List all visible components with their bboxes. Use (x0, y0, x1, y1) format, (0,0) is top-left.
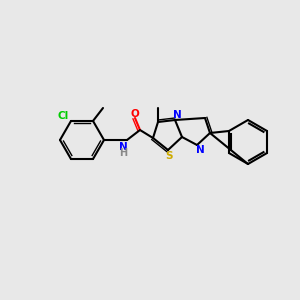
Text: O: O (130, 109, 140, 119)
Text: N: N (118, 142, 127, 152)
Text: S: S (165, 151, 173, 161)
Text: N: N (172, 110, 182, 120)
Text: Cl: Cl (57, 111, 69, 121)
Text: H: H (119, 148, 127, 158)
Text: N: N (196, 145, 204, 155)
